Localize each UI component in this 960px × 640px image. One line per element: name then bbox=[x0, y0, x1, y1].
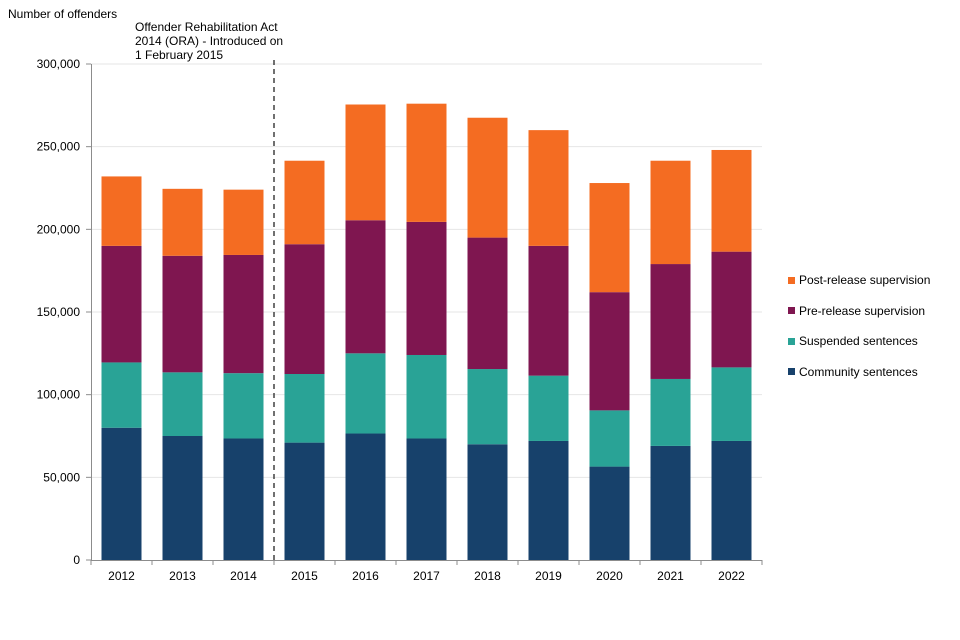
legend-swatch bbox=[788, 307, 795, 315]
bar-segment-community-sentences bbox=[467, 444, 508, 560]
bar-segment-suspended-sentences bbox=[162, 372, 203, 436]
bar-segment-post-release-supervision bbox=[345, 104, 386, 221]
bar-segment-suspended-sentences bbox=[284, 374, 325, 443]
bar-segment-suspended-sentences bbox=[345, 353, 386, 434]
x-tick-label: 2019 bbox=[535, 569, 562, 583]
x-tick-label: 2017 bbox=[413, 569, 440, 583]
legend-label: Suspended sentences bbox=[799, 334, 918, 349]
bar-segment-post-release-supervision bbox=[101, 176, 142, 246]
x-tick-label: 2012 bbox=[108, 569, 135, 583]
x-tick-label: 2021 bbox=[657, 569, 684, 583]
bar-segment-pre-release-supervision bbox=[284, 244, 325, 374]
bar-segment-community-sentences bbox=[528, 440, 569, 560]
y-tick-label: 200,000 bbox=[37, 222, 81, 236]
bar-segment-pre-release-supervision bbox=[162, 255, 203, 373]
x-tick-label: 2020 bbox=[596, 569, 623, 583]
legend-swatch bbox=[788, 276, 795, 284]
bar-segment-pre-release-supervision bbox=[711, 251, 752, 368]
bar-segment-post-release-supervision bbox=[406, 103, 447, 222]
bar-segment-pre-release-supervision bbox=[528, 245, 569, 376]
y-tick-label: 300,000 bbox=[37, 57, 81, 71]
bar-segment-suspended-sentences bbox=[528, 375, 569, 441]
bar-segment-community-sentences bbox=[406, 438, 447, 560]
legend-item-suspended: Suspended sentences bbox=[788, 326, 930, 357]
bar-segment-community-sentences bbox=[650, 445, 691, 560]
bar-segment-pre-release-supervision bbox=[345, 220, 386, 354]
y-tick-label: 50,000 bbox=[43, 470, 80, 484]
bar-segment-suspended-sentences bbox=[101, 362, 142, 428]
legend-swatch bbox=[788, 368, 795, 376]
legend-label: Post-release supervision bbox=[799, 273, 931, 288]
bar-segment-pre-release-supervision bbox=[223, 254, 264, 374]
y-tick-label: 150,000 bbox=[37, 305, 81, 319]
bar-segment-pre-release-supervision bbox=[467, 237, 508, 370]
bar-segment-suspended-sentences bbox=[589, 410, 630, 467]
bar-segment-post-release-supervision bbox=[528, 130, 569, 246]
bar-segment-post-release-supervision bbox=[223, 189, 264, 255]
bar-segment-pre-release-supervision bbox=[406, 221, 447, 355]
bar-segment-community-sentences bbox=[589, 466, 630, 560]
bar-segment-suspended-sentences bbox=[406, 354, 447, 439]
bar-segment-pre-release-supervision bbox=[650, 264, 691, 379]
legend-label: Pre-release supervision bbox=[799, 303, 926, 318]
bar-segment-community-sentences bbox=[162, 436, 203, 560]
bar-segment-suspended-sentences bbox=[650, 378, 691, 446]
x-tick-label: 2022 bbox=[718, 569, 745, 583]
bar-segment-pre-release-supervision bbox=[589, 292, 630, 411]
legend-swatch bbox=[788, 337, 795, 345]
legend-item-post-release: Post-release supervision bbox=[788, 265, 930, 296]
x-tick-label: 2018 bbox=[474, 569, 501, 583]
y-tick-label: 250,000 bbox=[37, 140, 81, 154]
x-tick-label: 2014 bbox=[230, 569, 257, 583]
legend-label: Community sentences bbox=[799, 364, 918, 379]
ora-annotation: Offender Rehabilitation Act 2014 (ORA) -… bbox=[135, 20, 284, 62]
bar-segment-community-sentences bbox=[284, 442, 325, 560]
x-tick-label: 2015 bbox=[291, 569, 318, 583]
bar-segment-community-sentences bbox=[223, 438, 264, 560]
bar-segment-post-release-supervision bbox=[467, 117, 508, 238]
x-tick-label: 2013 bbox=[169, 569, 196, 583]
bar-segment-post-release-supervision bbox=[162, 188, 203, 256]
chart-legend: Post-release supervision Pre-release sup… bbox=[788, 265, 930, 387]
bar-segment-community-sentences bbox=[101, 427, 142, 560]
legend-item-community: Community sentences bbox=[788, 357, 930, 388]
legend-item-pre-release: Pre-release supervision bbox=[788, 296, 930, 327]
bar-segment-suspended-sentences bbox=[467, 369, 508, 445]
bar-segment-post-release-supervision bbox=[650, 160, 691, 265]
y-axis-title: Number of offenders bbox=[8, 7, 118, 21]
bar-segment-post-release-supervision bbox=[711, 149, 752, 252]
bar-segment-post-release-supervision bbox=[284, 160, 325, 245]
y-tick-label: 100,000 bbox=[37, 388, 81, 402]
bar-segment-post-release-supervision bbox=[589, 183, 630, 293]
bar-segment-suspended-sentences bbox=[711, 367, 752, 441]
bar-segment-suspended-sentences bbox=[223, 373, 264, 439]
y-tick-label: 0 bbox=[73, 553, 80, 567]
x-tick-label: 2016 bbox=[352, 569, 379, 583]
bar-segment-community-sentences bbox=[345, 433, 386, 560]
bar-segment-pre-release-supervision bbox=[101, 245, 142, 363]
bar-segment-community-sentences bbox=[711, 440, 752, 560]
